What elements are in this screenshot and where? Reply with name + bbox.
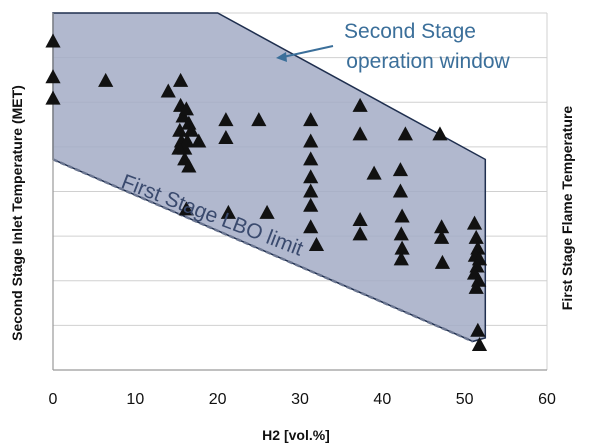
data-point-33: [352, 97, 368, 112]
x-tick-label: 50: [456, 391, 474, 408]
data-point-28: [303, 169, 319, 184]
x-tick-labels: 0 10 20 30 40 50 60: [49, 391, 556, 408]
data-point-46: [434, 219, 450, 234]
first-stage-lbo-limit-line: [52, 158, 474, 343]
data-point-26: [303, 133, 319, 148]
data-point-10: [172, 122, 188, 137]
y-axis-title: Second Stage Inlet Temperature (MET): [9, 85, 25, 341]
data-point-5: [173, 72, 189, 87]
data-point-4: [160, 83, 176, 98]
data-point-35: [352, 212, 368, 227]
data-point-40: [394, 208, 410, 223]
data-point-21: [218, 129, 234, 144]
x-tick-label: 20: [209, 391, 227, 408]
data-point-47: [434, 229, 450, 244]
x-tick-label: 30: [291, 391, 309, 408]
data-point-27: [303, 151, 319, 166]
annotation-second-stage-line2: operation window: [346, 50, 510, 73]
data-point-45: [432, 126, 448, 141]
data-point-24: [259, 204, 275, 219]
x-tick-label: 40: [373, 391, 391, 408]
data-point-29: [303, 183, 319, 198]
data-point-58: [470, 322, 486, 337]
data-point-16: [171, 140, 187, 155]
x-axis-title: H2 [vol.%]: [262, 427, 330, 443]
data-point-44: [397, 126, 413, 141]
data-point-41: [393, 226, 409, 241]
data-point-38: [392, 162, 409, 177]
data-point-3: [98, 72, 114, 87]
data-point-59: [471, 337, 488, 352]
data-point-30: [303, 197, 319, 212]
annotation-second-stage-line1: Second Stage: [344, 20, 476, 43]
data-point-48: [434, 254, 451, 269]
data-point-2: [45, 90, 61, 105]
data-point-37: [366, 165, 382, 180]
annotation-arrow-line: [282, 45, 334, 58]
data-point-39: [392, 183, 409, 198]
data-point-23: [251, 112, 267, 127]
data-point-14: [179, 133, 195, 148]
data-point-1: [45, 69, 61, 84]
data-point-43: [393, 251, 409, 266]
data-point-49: [466, 215, 483, 230]
annotation-arrow-head: [276, 52, 287, 62]
data-point-18: [181, 158, 197, 173]
data-point-0: [45, 33, 61, 48]
data-point-25: [303, 112, 319, 127]
data-point-7: [175, 108, 191, 123]
x-tick-label: 0: [49, 391, 58, 408]
data-point-34: [352, 126, 368, 141]
y-axis-right-title: First Stage Flame Temperature: [559, 106, 575, 311]
data-point-19: [178, 201, 194, 216]
data-point-57: [468, 279, 484, 294]
data-point-11: [183, 122, 199, 137]
data-point-36: [352, 226, 368, 241]
data-point-20: [218, 112, 234, 127]
data-point-42: [394, 240, 410, 255]
data-point-50: [468, 229, 484, 244]
data-point-8: [178, 101, 194, 116]
x-tick-label: 10: [126, 391, 144, 408]
data-point-15: [191, 133, 207, 148]
data-point-22: [220, 204, 236, 219]
data-points: [45, 33, 488, 352]
x-tick-label: 60: [538, 391, 556, 408]
data-point-32: [308, 237, 325, 252]
data-point-31: [303, 219, 319, 234]
